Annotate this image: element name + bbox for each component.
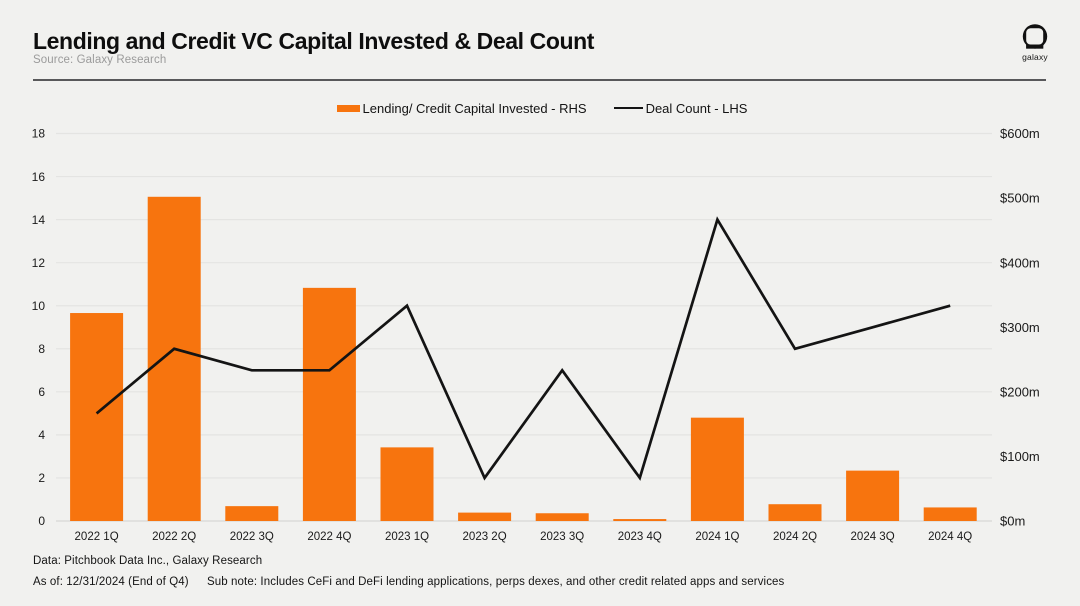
as-of-note: As of: 12/31/2024 (End of Q4) [33,576,189,588]
right-axis-tick: $600m [1000,126,1040,141]
x-axis-label: 2022 1Q [75,531,119,543]
page-title: Lending and Credit VC Capital Invested &… [33,28,595,54]
x-axis-label: 2024 2Q [773,531,817,543]
line-series-swatch [613,106,643,110]
bar-2022 1Q [70,313,124,521]
line-series-label: Deal Count - LHS [645,100,748,116]
bar-2024 4Q [923,507,977,521]
bar-2022 3Q [225,506,279,521]
galaxy-logo-text: galaxy [1022,52,1048,62]
source-label: Source: Galaxy Research [33,54,167,66]
left-axis-tick: 16 [32,170,46,184]
left-axis-tick: 14 [32,213,46,227]
bar-2022 2Q [147,196,201,521]
galaxy-logo-icon [1022,24,1048,49]
legend: Lending/ Credit Capital Invested - RHS D… [2,98,1080,118]
bar-2024 3Q [846,470,900,521]
x-axis-label: 2022 4Q [307,531,351,543]
legend-item-capital-invested: Lending/ Credit Capital Invested - RHS [336,100,587,116]
bar-2023 4Q [613,519,667,521]
x-axis-label: 2022 3Q [230,531,274,543]
bar-2024 1Q [690,417,744,521]
footnote-row: As of: 12/31/2024 (End of Q4) Sub note: … [33,576,784,588]
bar-series-swatch [336,104,360,112]
x-axis-label: 2024 1Q [695,531,739,543]
data-source-note: Data: Pitchbook Data Inc., Galaxy Resear… [33,555,263,567]
bar-2023 3Q [535,513,589,521]
x-axis-label: 2022 2Q [152,531,196,543]
x-axis-label: 2023 2Q [463,531,507,543]
bar-series-label: Lending/ Credit Capital Invested - RHS [362,100,587,116]
right-axis-tick: $100m [1000,449,1040,464]
bar-2023 2Q [458,512,512,521]
right-axis-tick: $400m [1000,255,1040,270]
left-axis-tick: 0 [38,514,45,528]
legend-item-deal-count: Deal Count - LHS [613,100,748,116]
bar-2022 4Q [302,287,356,521]
x-axis-label: 2024 4Q [928,531,972,543]
right-axis-tick: $200m [1000,384,1040,399]
right-axis-tick: $0m [1000,514,1025,529]
deal-count-line [95,216,951,481]
x-axis-label: 2024 3Q [851,531,895,543]
bar-2023 1Q [380,447,434,521]
x-axis-label: 2023 1Q [385,531,429,543]
left-axis-tick: 6 [38,385,45,399]
x-axis-label: 2023 3Q [540,531,584,543]
left-axis-tick: 12 [32,256,46,270]
left-axis-tick: 8 [38,342,45,356]
sub-note: Sub note: Includes CeFi and DeFi lending… [207,576,785,588]
x-axis-label: 2023 4Q [618,531,662,543]
left-axis-tick: 4 [38,428,45,442]
left-axis-tick: 10 [32,299,46,313]
right-axis-tick: $300m [1000,320,1040,335]
left-axis-tick: 2 [38,471,45,485]
header-divider [33,79,1046,81]
left-axis-tick: 18 [32,127,46,141]
bar-2024 2Q [768,504,822,521]
right-axis-tick: $500m [1000,191,1040,206]
galaxy-logo: galaxy [1021,24,1049,64]
